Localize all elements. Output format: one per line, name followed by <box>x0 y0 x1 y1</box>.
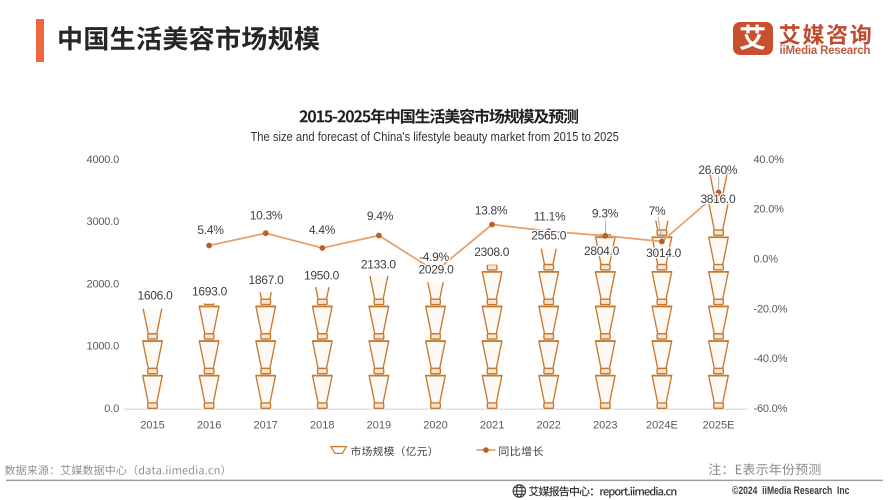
svg-text:10.3%: 10.3% <box>250 209 283 223</box>
svg-text:2018: 2018 <box>310 420 334 432</box>
svg-text:2565.0: 2565.0 <box>531 229 567 243</box>
svg-text:2025E: 2025E <box>703 420 735 432</box>
svg-text:2016: 2016 <box>197 420 221 432</box>
svg-text:7%: 7% <box>649 204 666 218</box>
svg-text:2024E: 2024E <box>646 420 678 432</box>
svg-text:9.4%: 9.4% <box>367 209 394 223</box>
svg-text:-40.0%: -40.0% <box>754 353 788 365</box>
svg-text:0.0%: 0.0% <box>754 254 779 266</box>
svg-text:2308.0: 2308.0 <box>474 245 510 259</box>
svg-text:20.0%: 20.0% <box>754 204 785 216</box>
svg-text:5.4%: 5.4% <box>197 223 224 237</box>
svg-text:2022: 2022 <box>536 420 560 432</box>
svg-text:2804.0: 2804.0 <box>584 244 620 258</box>
svg-text:-60.0%: -60.0% <box>754 403 788 415</box>
svg-text:26.60%: 26.60% <box>698 163 738 177</box>
svg-text:2000.0: 2000.0 <box>87 278 120 290</box>
svg-text:2023: 2023 <box>593 420 617 432</box>
svg-text:1606.0: 1606.0 <box>138 289 174 303</box>
svg-text:2021: 2021 <box>480 420 504 432</box>
svg-text:11.1%: 11.1% <box>534 210 566 224</box>
svg-text:4000.0: 4000.0 <box>87 154 120 166</box>
svg-text:3816.0: 3816.0 <box>700 192 736 206</box>
svg-text:0.0: 0.0 <box>104 403 119 415</box>
svg-text:2029.0: 2029.0 <box>419 263 455 277</box>
svg-text:2015: 2015 <box>140 420 164 432</box>
svg-text:1693.0: 1693.0 <box>192 285 228 299</box>
svg-text:40.0%: 40.0% <box>754 154 785 166</box>
svg-text:3000.0: 3000.0 <box>87 216 120 228</box>
svg-text:-4.9%: -4.9% <box>419 250 449 264</box>
svg-text:1867.0: 1867.0 <box>249 273 285 287</box>
svg-text:2017: 2017 <box>253 420 277 432</box>
svg-text:2019: 2019 <box>367 420 391 432</box>
svg-text:13.8%: 13.8% <box>475 204 508 218</box>
svg-text:2133.0: 2133.0 <box>361 258 397 272</box>
svg-text:9.3%: 9.3% <box>592 206 619 220</box>
svg-text:1950.0: 1950.0 <box>304 269 340 283</box>
svg-text:2020: 2020 <box>423 420 447 432</box>
svg-text:1000.0: 1000.0 <box>87 341 120 353</box>
svg-text:-20.0%: -20.0% <box>754 303 788 315</box>
svg-text:4.4%: 4.4% <box>309 223 336 237</box>
svg-text:3014.0: 3014.0 <box>646 246 682 260</box>
